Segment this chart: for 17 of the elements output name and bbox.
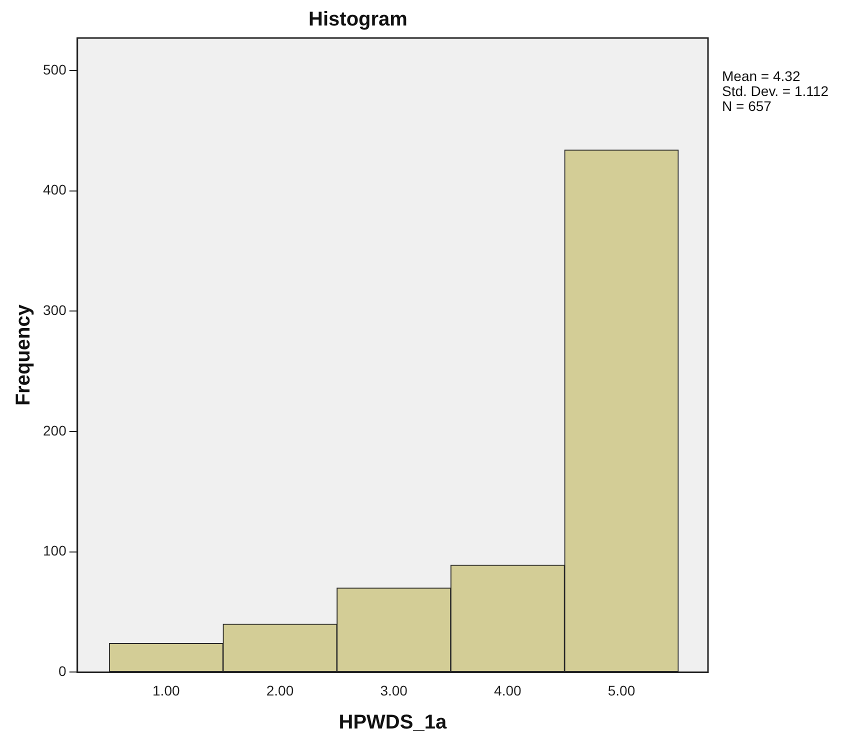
y-tick-label: 200 <box>43 422 67 438</box>
x-tick-label: 1.00 <box>152 682 180 698</box>
y-tick-label: 400 <box>43 182 67 198</box>
y-tick-label: 500 <box>43 61 67 78</box>
y-tick-label: 100 <box>43 542 67 559</box>
text: Std. Dev. = 1.112 <box>722 82 829 99</box>
y-tick-label: 300 <box>43 302 67 318</box>
x-tick-label: 4.00 <box>494 682 522 698</box>
x-tick-label: 3.00 <box>380 682 408 698</box>
y-axis-title: Frequency <box>12 304 35 406</box>
chart-title: Histogram <box>308 8 408 31</box>
text: N = 657 <box>722 98 772 114</box>
text: Mean = 4.32 <box>722 68 800 84</box>
x-tick-label: 2.00 <box>266 682 294 698</box>
x-axis-title: HPWDS_1a <box>338 712 448 734</box>
y-tick-label: 0 <box>58 663 67 680</box>
x-tick-label: 5.00 <box>608 682 636 698</box>
